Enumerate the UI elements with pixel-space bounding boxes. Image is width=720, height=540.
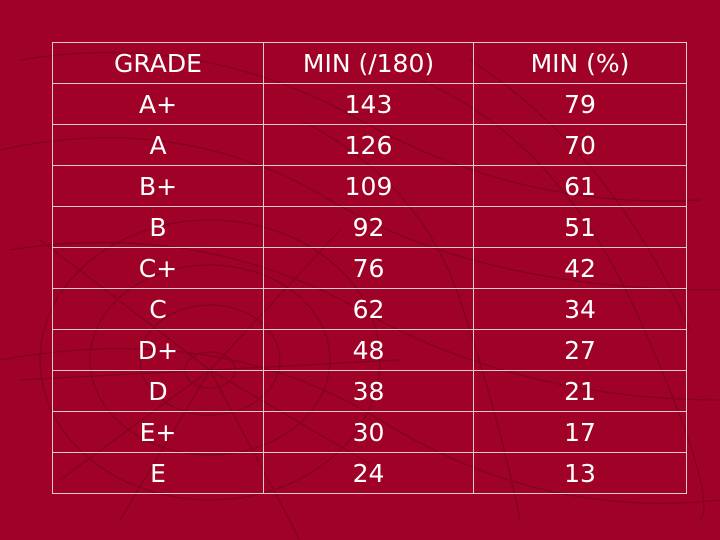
min-percent-cell: 42	[473, 247, 687, 289]
min-percent-cell: 61	[473, 165, 687, 207]
column-header-min-percent: MIN (%)	[473, 42, 687, 84]
min-score-cell: 143	[263, 83, 474, 125]
grade-cell: C+	[52, 247, 264, 289]
grade-table-body: GRADE MIN (/180) MIN (%) A+ 143 79 A 126 70 B+…	[52, 42, 687, 494]
min-percent-cell: 51	[473, 206, 687, 248]
grade-table: GRADE MIN (/180) MIN (%) A+ 143 79 A 126 70 B+…	[52, 42, 687, 494]
min-score-cell: 76	[263, 247, 474, 289]
min-score-cell: 109	[263, 165, 474, 207]
min-percent-cell: 70	[473, 124, 687, 166]
table-row: D+ 48 27	[52, 329, 687, 371]
min-percent-cell: 79	[473, 83, 687, 125]
table-row: D 38 21	[52, 370, 687, 412]
table-header-row: GRADE MIN (/180) MIN (%)	[52, 42, 687, 84]
grade-cell: C	[52, 288, 264, 330]
min-percent-cell: 21	[473, 370, 687, 412]
min-score-cell: 62	[263, 288, 474, 330]
min-percent-cell: 34	[473, 288, 687, 330]
table-row: C 62 34	[52, 288, 687, 330]
min-score-cell: 38	[263, 370, 474, 412]
column-header-grade: GRADE	[52, 42, 264, 84]
min-percent-cell: 27	[473, 329, 687, 371]
grade-cell: E+	[52, 411, 264, 453]
min-score-cell: 92	[263, 206, 474, 248]
grade-cell: A+	[52, 83, 264, 125]
table-row: E 24 13	[52, 452, 687, 494]
grade-cell: D	[52, 370, 264, 412]
table-row: E+ 30 17	[52, 411, 687, 453]
table-row: A 126 70	[52, 124, 687, 166]
table-row: C+ 76 42	[52, 247, 687, 289]
grade-cell: A	[52, 124, 264, 166]
min-score-cell: 24	[263, 452, 474, 494]
table-row: A+ 143 79	[52, 83, 687, 125]
min-score-cell: 30	[263, 411, 474, 453]
table-row: B 92 51	[52, 206, 687, 248]
grade-cell: E	[52, 452, 264, 494]
min-score-cell: 48	[263, 329, 474, 371]
min-percent-cell: 17	[473, 411, 687, 453]
min-percent-cell: 13	[473, 452, 687, 494]
grade-cell: D+	[52, 329, 264, 371]
grade-cell: B	[52, 206, 264, 248]
column-header-min-score: MIN (/180)	[263, 42, 474, 84]
table-row: B+ 109 61	[52, 165, 687, 207]
min-score-cell: 126	[263, 124, 474, 166]
grade-cell: B+	[52, 165, 264, 207]
